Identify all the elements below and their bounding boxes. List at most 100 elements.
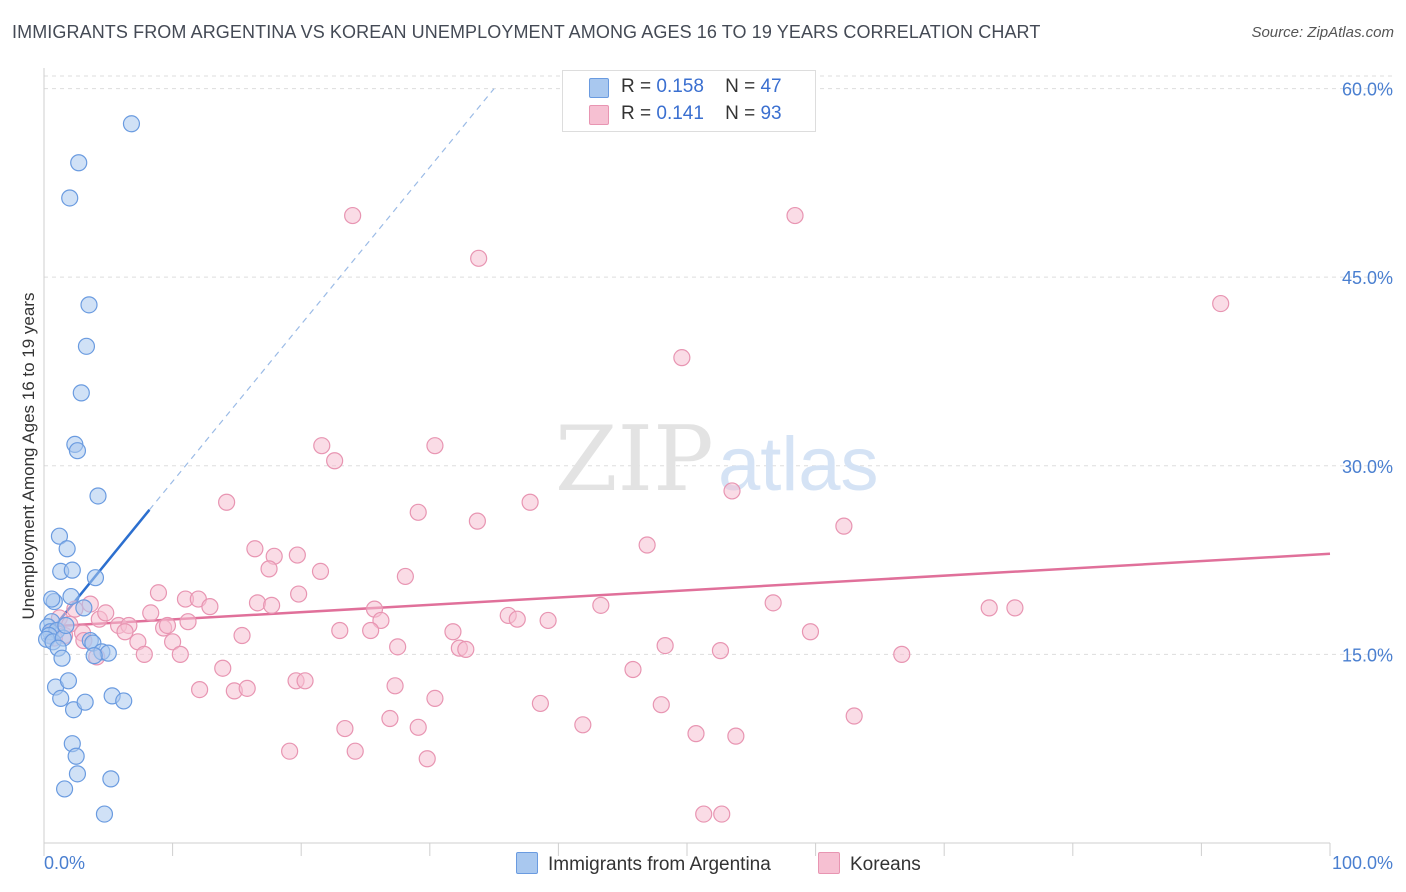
point-argentina (80, 296, 98, 314)
point-korean (311, 562, 330, 581)
point-korean (457, 640, 475, 658)
point-korean (409, 718, 427, 736)
bottom-legend-argentina: Immigrants from Argentina (516, 852, 771, 876)
bottom-legend-label-argentina: Immigrants from Argentina (548, 854, 771, 875)
point-korean (695, 805, 713, 823)
point-korean (281, 742, 299, 760)
trend-line-argentina-extension (148, 88, 495, 511)
point-korean (418, 750, 436, 768)
point-korean (713, 805, 731, 823)
point-korean (381, 709, 399, 728)
bottom-legend-swatch-pink (818, 852, 840, 874)
point-korean (389, 638, 407, 656)
point-argentina (57, 616, 75, 635)
data-points (37, 115, 1230, 823)
point-korean (218, 493, 236, 511)
legend-n-value: 93 (760, 103, 782, 124)
point-korean (444, 623, 462, 641)
point-korean (344, 206, 362, 225)
trend-line-koreans (43, 552, 1331, 628)
point-korean (539, 611, 557, 630)
grid (44, 75, 1393, 655)
point-korean (201, 598, 219, 616)
point-korean (1006, 599, 1024, 617)
point-korean (290, 585, 308, 603)
watermark-atlas: atlas (718, 422, 879, 507)
point-argentina (85, 647, 103, 665)
point-argentina (52, 689, 70, 708)
legend-r-label: R = (621, 76, 652, 97)
point-argentina (53, 649, 71, 667)
legend-swatch-pink (589, 105, 609, 125)
point-argentina (75, 599, 93, 617)
legend-r-value: 0.141 (656, 103, 704, 124)
point-korean (531, 694, 549, 713)
axes (43, 68, 1331, 856)
point-korean (396, 567, 414, 586)
point-argentina (50, 527, 69, 545)
point-korean (470, 249, 488, 267)
point-korean (116, 623, 134, 641)
point-korean (409, 503, 427, 521)
point-korean (191, 680, 209, 699)
point-argentina (122, 115, 141, 133)
legend-r-value: 0.158 (656, 76, 704, 97)
point-korean (233, 626, 251, 645)
point-korean (238, 679, 256, 697)
point-korean (723, 482, 741, 500)
y-axis-label: Unemployment Among Ages 16 to 19 years (19, 293, 38, 620)
bottom-legend-koreans: Koreans (818, 852, 921, 876)
point-korean (336, 719, 354, 738)
y-tick-label: 60.0% (1342, 80, 1393, 100)
point-korean (158, 616, 177, 635)
point-korean (574, 716, 592, 734)
y-tick-label: 30.0% (1342, 457, 1393, 477)
point-korean (426, 437, 444, 455)
stats-legend: R = 0.158 N = 47 R = 0.141 N = 93 (562, 70, 816, 132)
point-korean (508, 610, 526, 628)
y-tick-label: 15.0% (1342, 645, 1393, 665)
point-argentina (99, 644, 117, 662)
bottom-legend-label-koreans: Koreans (850, 854, 921, 875)
point-korean (326, 452, 344, 470)
point-korean (97, 604, 115, 622)
x-tick-max: 100.0% (1332, 853, 1393, 873)
point-korean (624, 660, 642, 679)
point-korean (638, 536, 656, 554)
point-argentina (68, 765, 87, 783)
point-korean (592, 596, 610, 614)
point-korean (801, 623, 820, 641)
point-argentina (76, 693, 94, 711)
point-argentina (59, 672, 78, 690)
point-korean (372, 611, 390, 630)
chart-title: IMMIGRANTS FROM ARGENTINA VS KOREAN UNEM… (12, 22, 1041, 42)
point-korean (386, 677, 404, 695)
point-korean (468, 512, 486, 530)
point-korean (263, 596, 281, 614)
legend-text-argentina: R = 0.158 N = 47 (621, 76, 782, 98)
point-korean (296, 672, 314, 690)
point-argentina (70, 154, 88, 172)
point-argentina (115, 692, 133, 710)
legend-n-label: N = (725, 76, 756, 97)
point-korean (142, 604, 160, 622)
bottom-legend-swatch-blue (516, 852, 538, 874)
point-korean (521, 493, 539, 511)
point-korean (426, 689, 444, 708)
legend-swatch-blue (589, 78, 609, 98)
x-tick-min: 0.0% (44, 853, 85, 873)
point-argentina (43, 590, 61, 608)
point-korean (893, 645, 911, 663)
y-tick-labels: 15.0% 30.0% 45.0% 60.0% (1342, 80, 1393, 666)
point-korean (331, 621, 349, 640)
point-korean (214, 659, 232, 677)
point-korean (135, 645, 153, 663)
point-argentina (67, 747, 85, 765)
point-korean (313, 437, 331, 455)
point-korean (845, 707, 863, 725)
y-tick-label: 45.0% (1342, 268, 1393, 288)
point-argentina (55, 780, 74, 798)
point-korean (656, 636, 674, 655)
point-argentina (62, 587, 80, 606)
